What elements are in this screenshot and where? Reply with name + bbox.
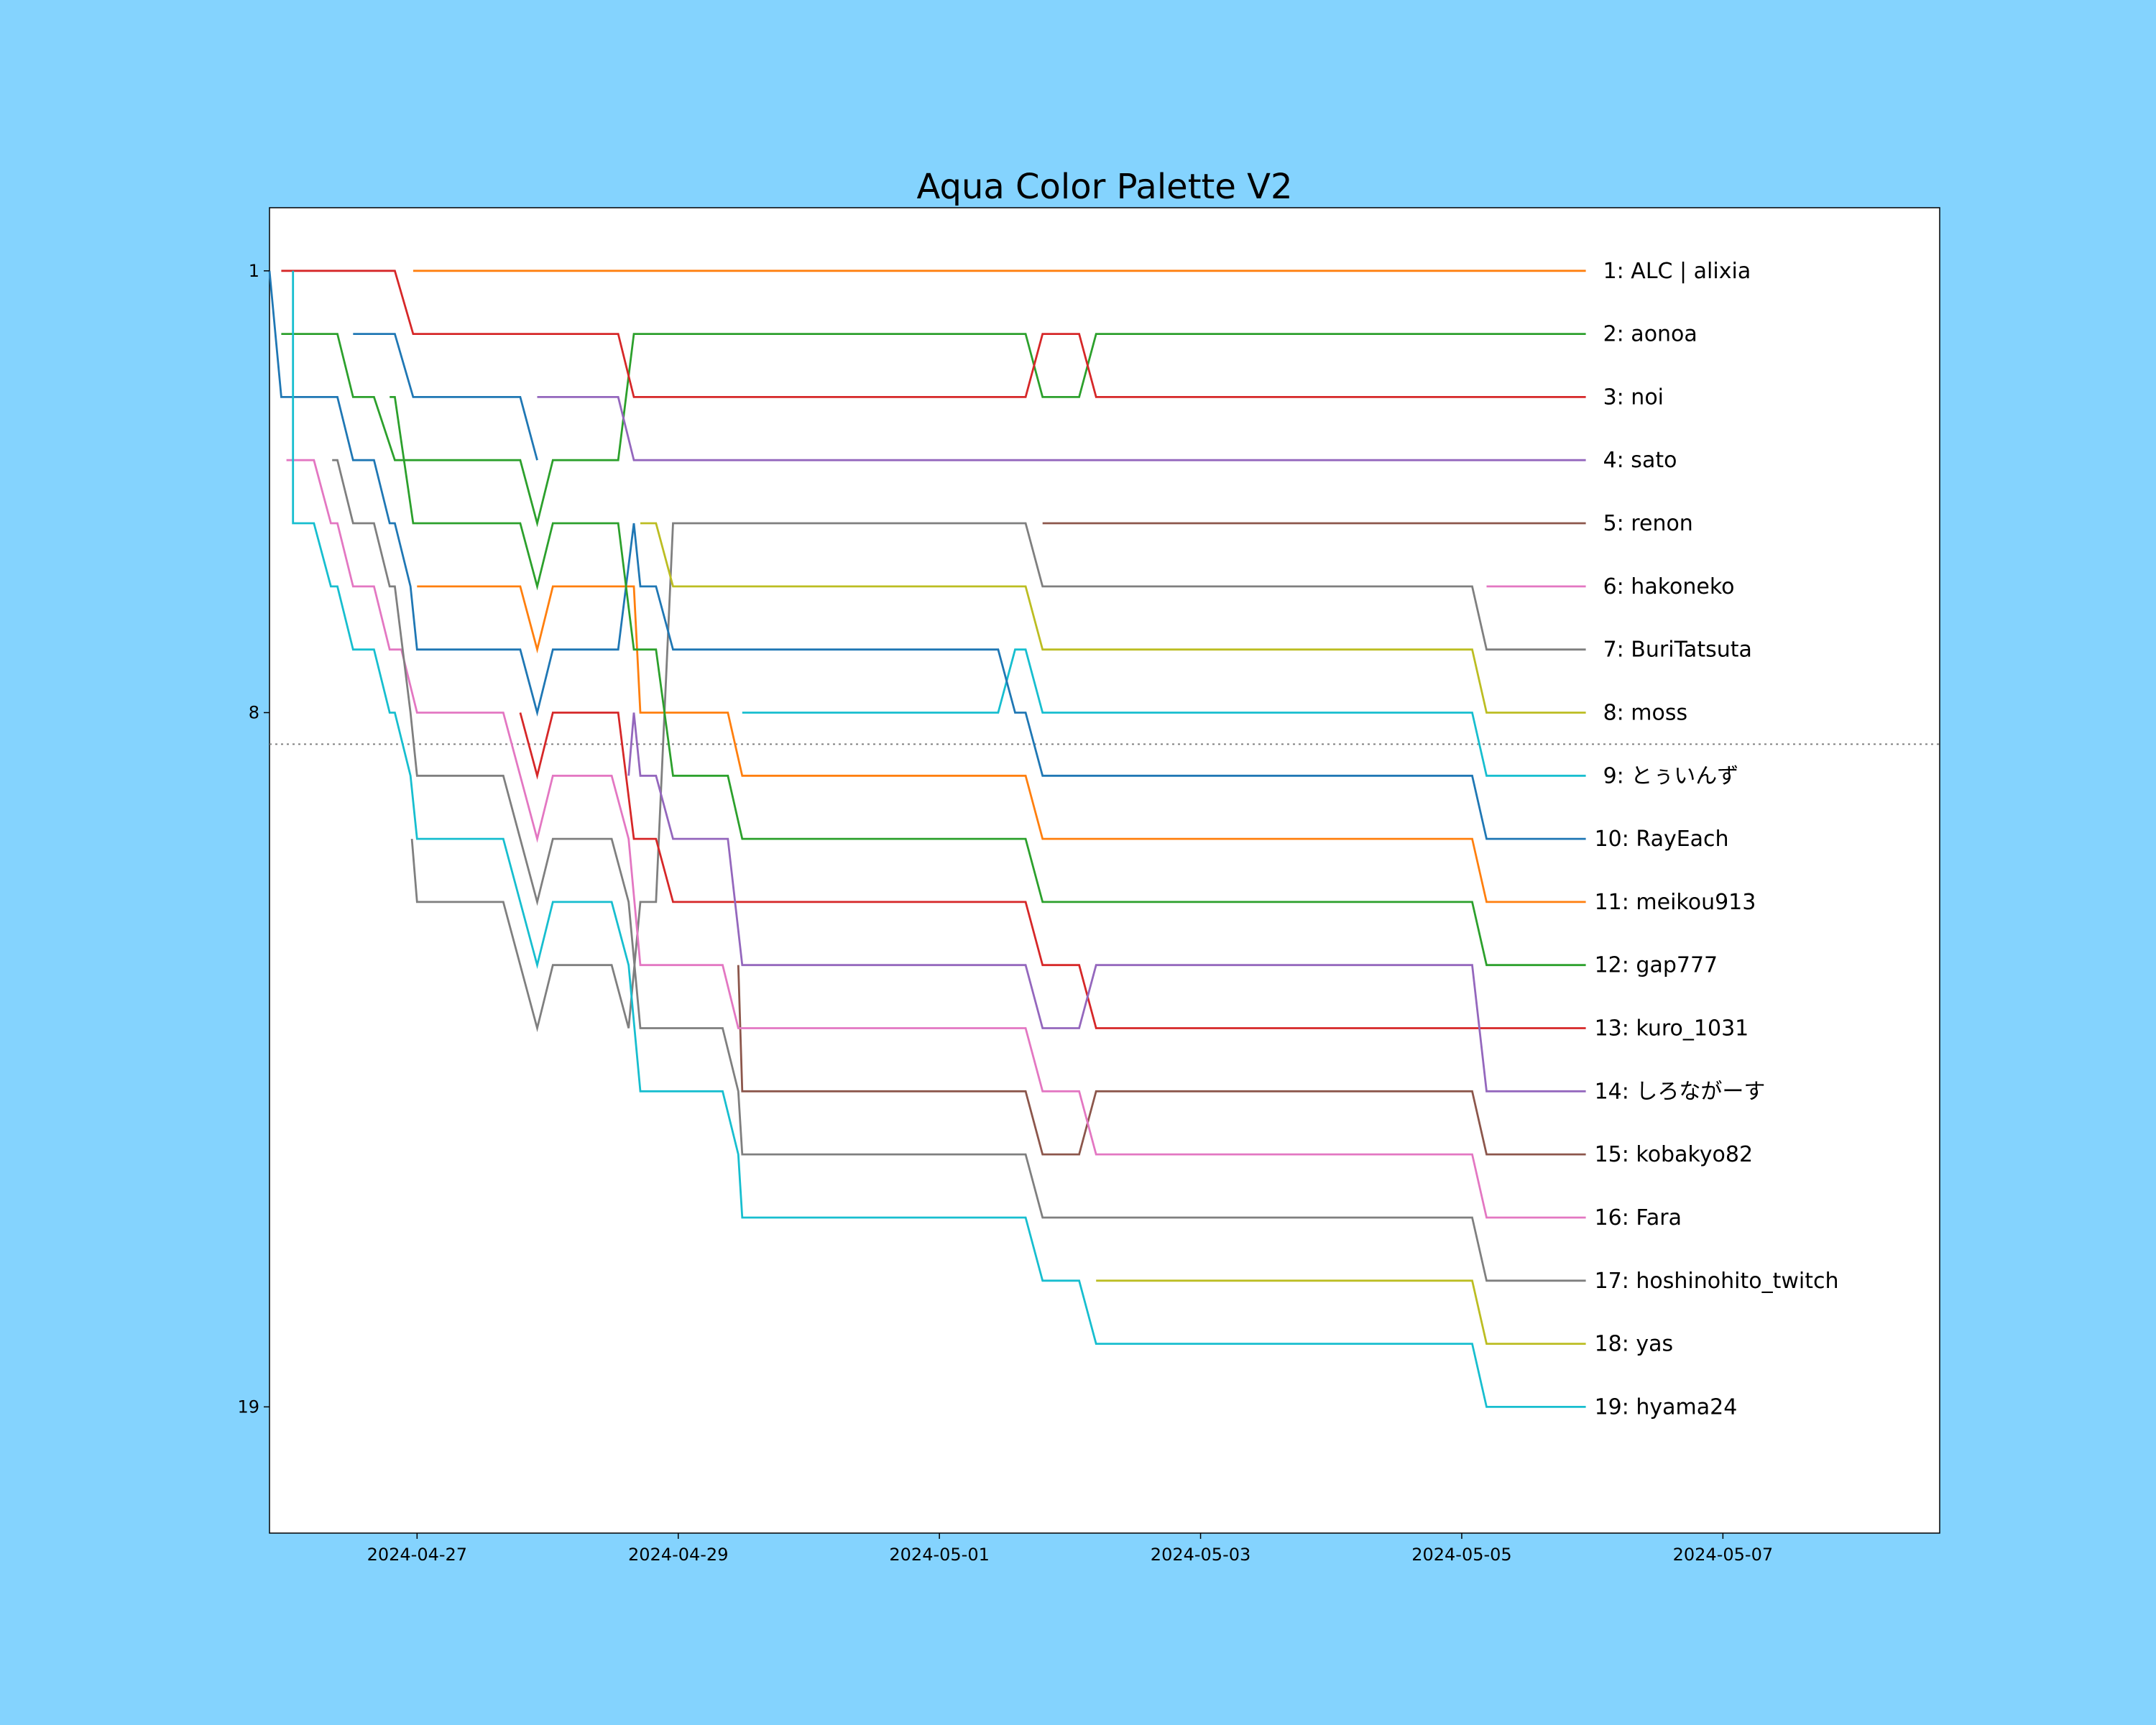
series-line bbox=[737, 965, 1586, 1156]
x-tick-label: 2024-04-27 bbox=[367, 1545, 467, 1565]
series-group bbox=[268, 270, 1586, 1408]
series-line bbox=[1096, 1279, 1586, 1345]
series-label: 8: moss bbox=[1603, 700, 1688, 725]
series-line bbox=[268, 270, 1586, 840]
series-label: 14: しろながーす bbox=[1595, 1079, 1766, 1104]
series-label: 19: hyama24 bbox=[1595, 1394, 1738, 1420]
series-label: 4: sato bbox=[1603, 448, 1677, 473]
series-label: 6: hakoneko bbox=[1603, 574, 1735, 599]
series-label: 11: meikou913 bbox=[1595, 890, 1756, 915]
series-label: 3: noi bbox=[1603, 385, 1664, 410]
series-line bbox=[537, 396, 1586, 461]
series-line bbox=[390, 396, 1586, 967]
series-line bbox=[640, 522, 1586, 714]
series-label: 18: yas bbox=[1595, 1332, 1674, 1357]
series-label: 15: kobakyo82 bbox=[1595, 1142, 1754, 1167]
series-line bbox=[286, 459, 1586, 1219]
y-tick-label: 1 bbox=[249, 261, 259, 281]
x-tick-label: 2024-05-05 bbox=[1411, 1545, 1511, 1565]
series-line bbox=[627, 712, 1586, 1092]
series-label: 2: aonoa bbox=[1603, 322, 1697, 347]
series-line bbox=[281, 333, 1586, 528]
chart-title: Aqua Color Palette V2 bbox=[916, 167, 1292, 207]
series-label: 17: hoshinohito_twitch bbox=[1595, 1269, 1839, 1294]
series-label: 5: renon bbox=[1603, 511, 1693, 536]
series-label: 10: RayEach bbox=[1595, 827, 1729, 852]
plot-area bbox=[269, 207, 1940, 1534]
series-line bbox=[417, 585, 1586, 903]
x-axis: 2024-04-27 2024-04-29 2024-05-01 2024-05-03… bbox=[367, 1533, 1773, 1565]
x-tick-label: 2024-05-01 bbox=[889, 1545, 989, 1565]
series-label: 7: BuriTatsuta bbox=[1603, 638, 1752, 663]
series-line bbox=[292, 270, 1586, 1408]
series-line bbox=[353, 333, 538, 461]
x-tick-label: 2024-04-29 bbox=[628, 1545, 728, 1565]
x-tick-label: 2024-05-03 bbox=[1151, 1545, 1250, 1565]
series-label: 13: kuro_1031 bbox=[1595, 1016, 1749, 1041]
series-labels: 1: ALC | alixia 2: aonoa 3: noi 4: sato 5: r… bbox=[1595, 259, 1839, 1420]
series-line bbox=[410, 522, 1586, 1033]
y-tick-label: 19 bbox=[237, 1397, 259, 1417]
series-line bbox=[519, 712, 1586, 1029]
series-line bbox=[332, 459, 1586, 1282]
x-tick-label: 2024-05-07 bbox=[1673, 1545, 1773, 1565]
series-line bbox=[742, 648, 1586, 777]
series-label: 9: とぅいんず bbox=[1603, 763, 1739, 788]
series-label: 12: gap777 bbox=[1595, 953, 1718, 978]
y-tick-label: 8 bbox=[249, 702, 259, 722]
series-line bbox=[281, 270, 1586, 398]
series-label: 16: Fara bbox=[1595, 1205, 1682, 1230]
series-label: 1: ALC | alixia bbox=[1603, 259, 1751, 284]
